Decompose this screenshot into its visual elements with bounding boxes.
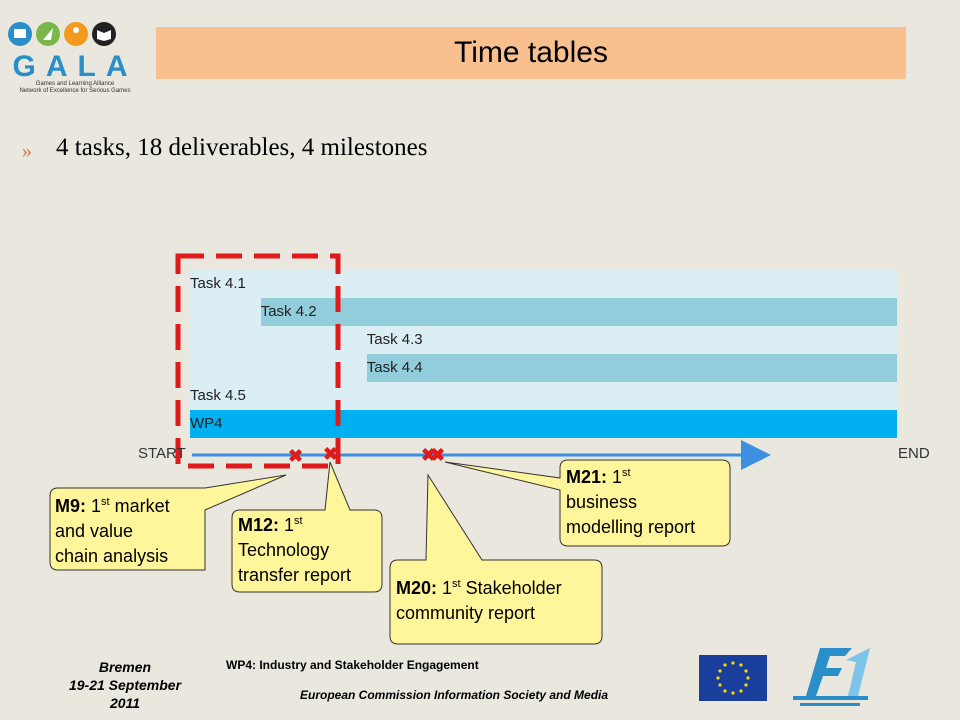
m9-sup: st	[101, 496, 110, 508]
m9-ordinal: 1	[86, 496, 102, 516]
m21-ordinal: 1	[607, 467, 623, 487]
logo-subtitle: Games and Learning Alliance	[35, 81, 115, 87]
eu-stars-icon	[716, 661, 750, 695]
pencil-icon	[43, 28, 53, 40]
callout-m20	[389, 473, 603, 645]
callout-m12	[231, 461, 383, 593]
m20-sup: st	[452, 578, 461, 590]
task-label: Task 4.1	[190, 275, 246, 292]
callout-m21	[444, 459, 731, 547]
m12-ordinal: 1	[279, 515, 295, 535]
m12-sup: st	[294, 515, 303, 527]
m21-line3: modelling report	[566, 517, 696, 537]
milestone-marker-m12: ✖	[323, 444, 339, 464]
m20-ordinal: 1	[437, 578, 453, 598]
callout-m21-text: M21: 1st business modelling report	[566, 465, 726, 540]
footer-location: Bremen 19-21 September 2011	[40, 658, 210, 712]
book-icon	[97, 30, 111, 41]
task-bar	[190, 270, 897, 298]
logo-circle-orange	[64, 22, 88, 46]
m12-line3: transfer report	[238, 565, 352, 585]
m9-line3: chain analysis	[55, 546, 169, 566]
task-bar-segment	[366, 326, 897, 354]
task-label: Task 4.4	[366, 359, 423, 376]
logo-tagline: Network of Excellence for Serious Games	[19, 88, 131, 94]
task-bar-segment	[260, 298, 897, 326]
m20-line1-after: Stakeholder	[460, 578, 562, 598]
footer-wp-title: WP4: Industry and Stakeholder Engagement	[226, 658, 479, 672]
task-bar	[190, 382, 897, 410]
m20-code: M20:	[396, 578, 438, 598]
footer-year: 2011	[109, 695, 141, 711]
m20-line2: community report	[396, 603, 536, 623]
m21-code: M21:	[566, 467, 608, 487]
task-bar	[190, 410, 897, 438]
task-label: WP4	[190, 415, 223, 432]
logo-wordmark: GALA	[12, 50, 138, 83]
footer-city: Bremen	[98, 659, 152, 675]
timeline-start-label: START	[138, 445, 186, 462]
m9-line2: and value	[55, 521, 134, 541]
callout-m9-text: M9: 1st market and value chain analysis	[55, 494, 205, 569]
callout-m9	[49, 474, 287, 571]
bullet-text: 4 tasks, 18 deliverables, 4 milestones	[56, 134, 428, 161]
timeline-end-label: END	[898, 445, 930, 462]
footer-ec-text: European Commission Information Society …	[300, 688, 609, 702]
milestone-marker-m20: ✖	[421, 445, 437, 465]
task-bar-segment	[366, 354, 897, 382]
fp7-logo	[793, 648, 870, 706]
task-label: Task 4.3	[366, 331, 423, 348]
gala-logo	[8, 22, 116, 46]
title-bar	[156, 27, 906, 79]
m9-code: M9:	[55, 496, 86, 516]
milestone-marker-m9: ✖	[288, 446, 304, 466]
milestone-marker-m21: ✖	[430, 445, 446, 465]
person-icon	[73, 27, 79, 33]
m21-line2: business	[566, 492, 638, 512]
task-label: Task 4.5	[190, 387, 246, 404]
slide-title: Time tables	[454, 36, 608, 69]
highlight-box	[175, 253, 341, 469]
callout-m20-text: M20: 1st Stakeholder community report	[396, 576, 601, 626]
footer-dates: 19-21 September	[68, 677, 182, 693]
bullet-marker: »	[22, 140, 32, 162]
monitor-icon	[14, 29, 26, 38]
task-label: Task 4.2	[260, 303, 317, 320]
m12-line2: Technology	[238, 540, 330, 560]
m12-code: M12:	[238, 515, 280, 535]
m9-line1-after: market	[109, 496, 170, 516]
m21-sup: st	[622, 467, 631, 479]
callout-m12-text: M12: 1st Technology transfer report	[238, 513, 383, 588]
